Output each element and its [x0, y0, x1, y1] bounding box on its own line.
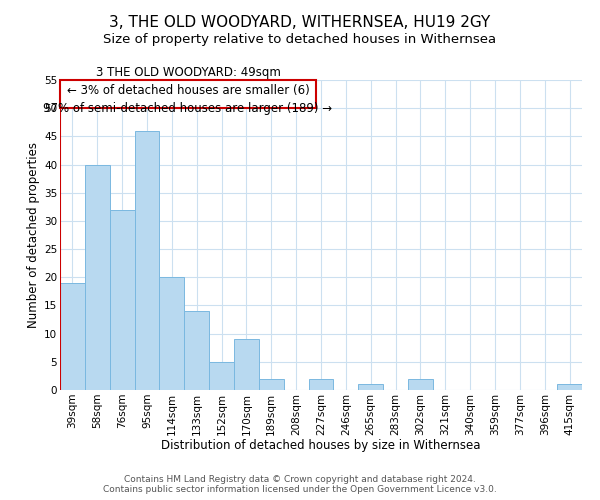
Bar: [60, 283, 85, 390]
X-axis label: Distribution of detached houses by size in Withernsea: Distribution of detached houses by size …: [161, 439, 481, 452]
Text: Contains HM Land Registry data © Crown copyright and database right 2024.: Contains HM Land Registry data © Crown c…: [124, 476, 476, 484]
Bar: [308, 378, 334, 390]
Bar: [408, 378, 433, 390]
Bar: [85, 164, 110, 390]
Text: 3, THE OLD WOODYARD, WITHERNSEA, HU19 2GY: 3, THE OLD WOODYARD, WITHERNSEA, HU19 2G…: [109, 15, 491, 30]
Text: Size of property relative to detached houses in Withernsea: Size of property relative to detached ho…: [103, 32, 497, 46]
Bar: [234, 340, 259, 390]
Bar: [110, 210, 134, 390]
Bar: [209, 362, 234, 390]
Bar: [259, 378, 284, 390]
Text: Contains public sector information licensed under the Open Government Licence v3: Contains public sector information licen…: [103, 484, 497, 494]
Y-axis label: Number of detached properties: Number of detached properties: [27, 142, 40, 328]
FancyBboxPatch shape: [60, 80, 316, 108]
Bar: [358, 384, 383, 390]
Bar: [184, 311, 209, 390]
Bar: [134, 130, 160, 390]
Bar: [160, 278, 184, 390]
Bar: [557, 384, 582, 390]
Text: 3 THE OLD WOODYARD: 49sqm
← 3% of detached houses are smaller (6)
97% of semi-de: 3 THE OLD WOODYARD: 49sqm ← 3% of detach…: [43, 66, 332, 116]
